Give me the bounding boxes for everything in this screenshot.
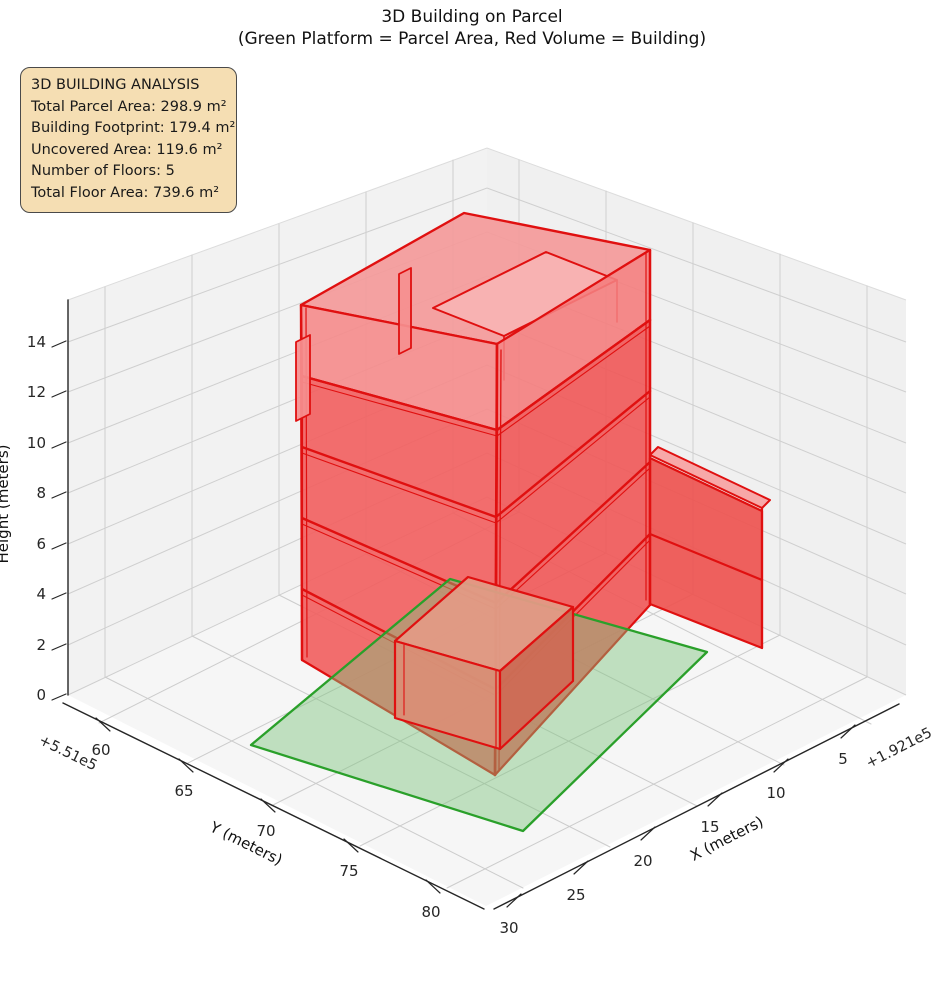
x-tick-label: 30 [499, 919, 518, 937]
x-tick-label: 10 [766, 784, 785, 802]
z-tick-label: 0 [36, 686, 46, 704]
z-tick-mark [51, 643, 67, 651]
z-tick-label: 14 [27, 333, 46, 351]
chart-title-block: 3D Building on Parcel (Green Platform = … [0, 6, 944, 50]
floor-gridline [191, 635, 611, 848]
annotation-line: Building Footprint: 179.4 m² [31, 120, 236, 136]
y-tick-label: 70 [256, 822, 275, 840]
z-tick-label: 4 [36, 585, 46, 603]
z-tick-mark [51, 491, 67, 499]
floor-gridline [359, 634, 781, 847]
x-tick-label: 5 [838, 750, 848, 768]
y-axis-offset: +5.51e5 [36, 732, 99, 774]
y-tick-mark [95, 717, 111, 732]
z-axis-label: Height (meters) [0, 445, 12, 564]
y-axis-spine [62, 702, 485, 910]
y-tick-mark [425, 879, 441, 894]
z-tick-mark [51, 441, 67, 449]
x-tick-label: 25 [566, 886, 585, 904]
z-tick-mark [51, 693, 67, 701]
x-tick-label: 15 [700, 818, 719, 836]
y-tick-label: 75 [339, 862, 358, 880]
z-tick-label: 10 [27, 434, 46, 452]
y-tick-label: 60 [91, 741, 110, 759]
x-tick-mark [773, 758, 789, 773]
annotation-line: Total Floor Area: 739.6 m² [31, 184, 220, 201]
floor-line [494, 460, 652, 605]
z-tick-label: 8 [36, 484, 46, 502]
z-tick-mark [51, 542, 67, 550]
floor-gridline [104, 676, 524, 889]
floor-line-echo [496, 325, 651, 437]
y-tick-mark [343, 838, 359, 853]
floor-line-echo [301, 381, 498, 437]
analysis-annotation-box: 3D BUILDING ANALYSIS Total Parcel Area: … [20, 67, 237, 213]
y-tick-mark [260, 798, 276, 813]
floor-gridline [446, 676, 868, 889]
x-axis-offset: +1.921e5 [864, 725, 935, 772]
x-tick-mark [640, 826, 656, 841]
floor-line [300, 445, 498, 519]
z-tick-mark [51, 592, 67, 600]
x-axis-label: X (meters) [687, 812, 766, 864]
x-tick-mark [506, 893, 522, 908]
x-tick-mark [840, 724, 856, 739]
y-tick-mark [178, 758, 194, 773]
floor-line [648, 532, 764, 582]
y-tick-label: 80 [421, 903, 440, 921]
chart-title: 3D Building on Parcel [381, 7, 563, 27]
x-tick-mark [707, 792, 723, 807]
annotation-heading: 3D BUILDING ANALYSIS [31, 77, 200, 93]
floor-line-echo [495, 396, 651, 524]
x-tick-mark [573, 860, 589, 875]
floor-line [300, 374, 499, 432]
annotation-line: Number of Floors: 5 [31, 163, 175, 179]
floor-line [495, 318, 652, 432]
z-tick-label: 2 [36, 636, 46, 654]
chart-subtitle: (Green Platform = Parcel Area, Red Volum… [237, 29, 707, 49]
building-extension-roof [649, 446, 771, 509]
annotation-line: Total Parcel Area: 298.9 m² [31, 98, 227, 115]
ground-box [393, 575, 575, 751]
wall-gridline-z [67, 187, 907, 343]
y-tick-label: 65 [174, 782, 193, 800]
z-tick-label: 12 [27, 383, 46, 401]
x-axis-spine [493, 703, 900, 910]
axes: 0 2 4 6 8 10 12 14 60 65 70 75 80 30 25 20 15 10 5 [27, 299, 900, 937]
parapet-slab [295, 334, 311, 422]
z-tick-mark [51, 390, 67, 398]
z-tick-mark [51, 340, 67, 348]
floor-line-echo [495, 467, 651, 610]
parapet-slab [398, 267, 412, 355]
annotation-line: Uncovered Area: 119.6 m² [31, 141, 223, 158]
floor-line-echo [301, 452, 497, 524]
x-tick-label: 20 [633, 852, 652, 870]
floor-line [494, 389, 652, 519]
ground-box-right-face [498, 605, 575, 751]
z-tick-label: 6 [36, 535, 46, 553]
